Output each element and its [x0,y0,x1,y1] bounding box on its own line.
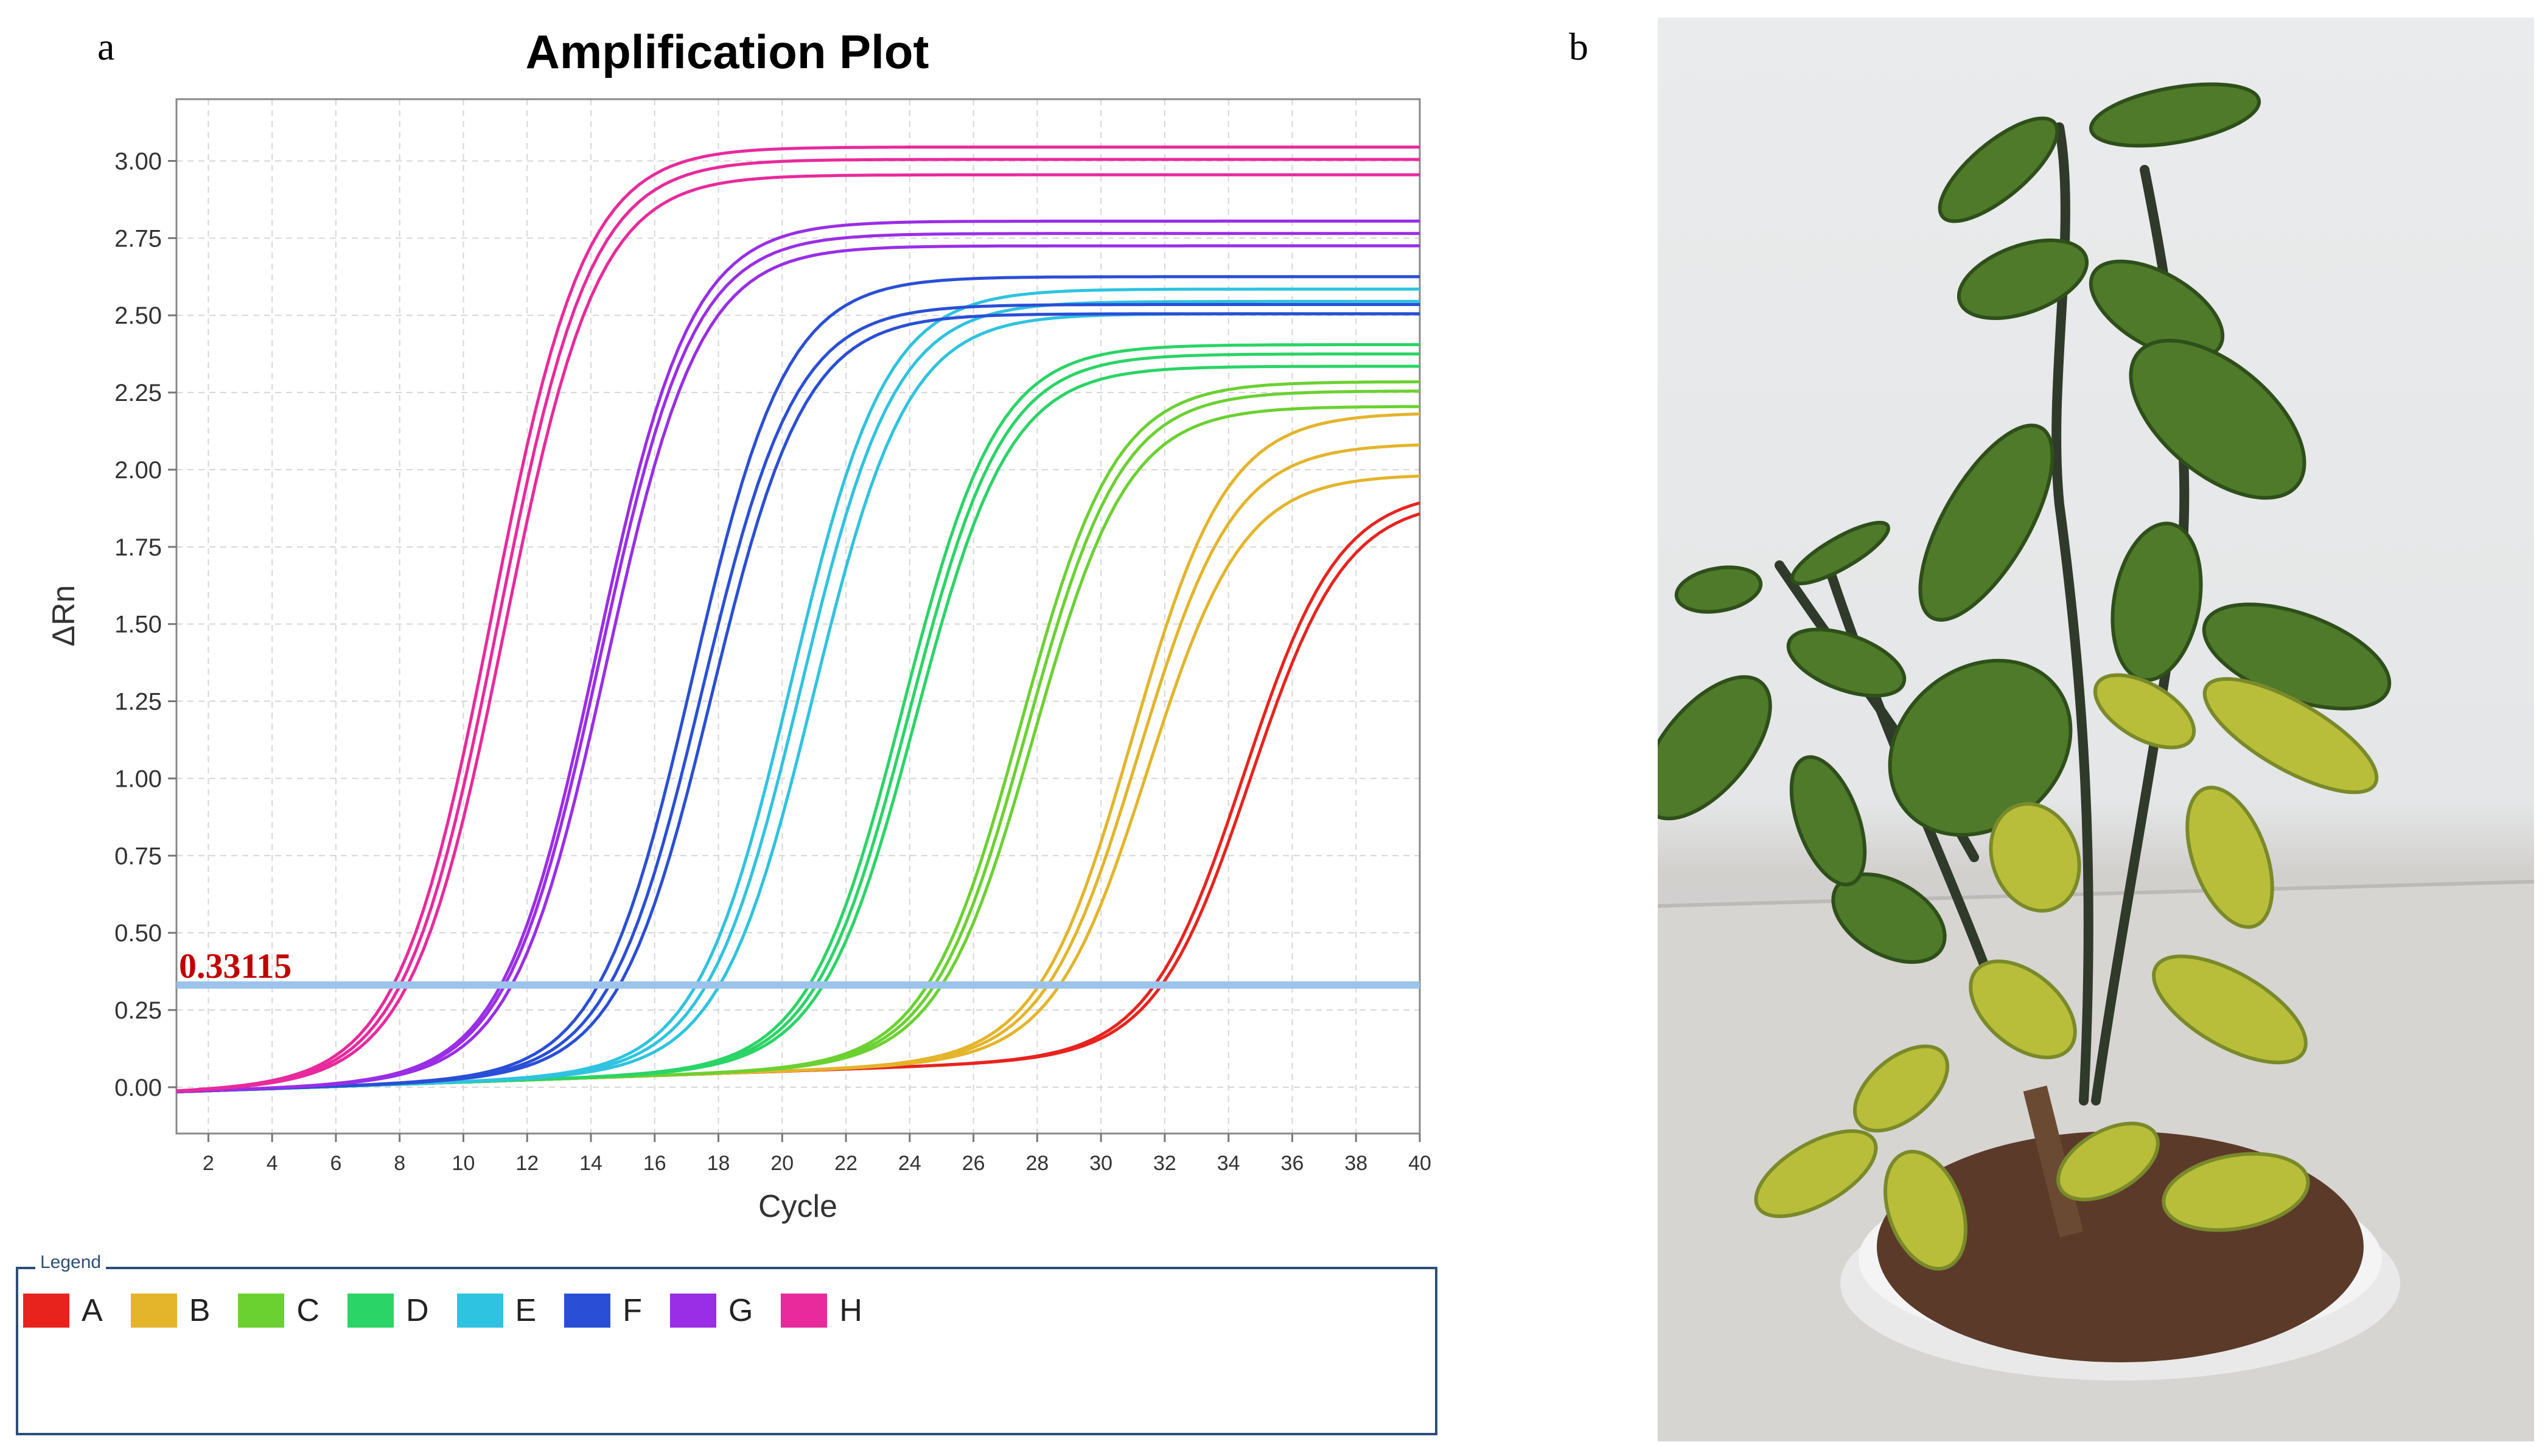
panel-label-a: a [97,25,115,68]
x-tick-label: 2 [203,1152,214,1175]
legend-label: C [296,1293,319,1328]
legend-item-C[interactable]: C [238,1292,319,1329]
x-tick-label: 16 [643,1152,666,1175]
y-tick-label: 1.50 [114,611,162,638]
legend-label: H [839,1293,862,1328]
x-tick-label: 40 [1408,1152,1431,1175]
series-line-D [176,352,1420,1093]
series-line-E [176,287,1420,1093]
x-tick-label: 14 [579,1152,602,1175]
x-tick-label: 4 [267,1152,278,1175]
y-tick-label: 0.25 [114,997,162,1024]
series-line-F [176,312,1420,1093]
y-tick-label: 0.75 [114,843,162,869]
y-tick-label: 1.75 [114,534,162,561]
series-lines [176,145,1420,1093]
legend-label: B [189,1293,211,1328]
series-line-C [176,405,1420,1093]
y-tick-label: 0.00 [114,1075,162,1101]
x-tick-label: 28 [1025,1152,1049,1175]
y-tick-label: 0.50 [114,920,162,947]
legend-label: A [82,1293,103,1328]
x-tick-label: 20 [770,1152,794,1175]
x-tick-label: 30 [1089,1152,1112,1175]
x-tick-label: 6 [330,1152,341,1175]
chart-title: Amplification Plot [526,25,929,78]
panel-label-b: b [1569,25,1588,68]
x-tick-label: 8 [394,1152,405,1175]
x-tick-label: 26 [962,1152,985,1175]
y-tick-label: 2.50 [114,302,162,329]
series-line-D [176,343,1420,1093]
x-tick-label: 22 [834,1152,857,1175]
axis-ticks: 2 4 6 8 10 12 14 16 18 20 22 24 26 28 30 32 34 36 38 400.00… [114,148,1431,1175]
legend-item-G[interactable]: G [669,1292,753,1329]
legend-swatch [23,1294,69,1328]
x-tick-label: 32 [1153,1152,1176,1175]
legend-swatch [347,1294,394,1328]
y-tick-label: 3.00 [114,148,162,175]
y-axis-label: ΔRn [46,585,82,646]
x-tick-label: 34 [1217,1152,1240,1175]
series-line-H [176,173,1420,1093]
legend-swatch [130,1294,177,1328]
y-tick-label: 2.75 [114,225,162,252]
y-tick-label: 1.00 [114,765,162,792]
series-line-G [176,232,1420,1093]
x-tick-label: 38 [1344,1152,1367,1175]
legend-item-D[interactable]: D [347,1292,429,1329]
x-axis-label: Cycle [758,1189,837,1224]
legend-item-B[interactable]: B [130,1292,211,1329]
legend-items: A B C D E F G H [23,1292,890,1329]
legend-label: F [623,1293,642,1328]
legend-label: G [728,1293,753,1328]
grid [176,99,1420,1134]
plant-photo [1658,18,2534,1441]
x-tick-label: 12 [515,1152,539,1175]
legend-swatch [781,1294,828,1328]
y-tick-label: 1.25 [114,689,162,716]
y-tick-label: 2.25 [114,380,162,406]
legend-label: D [405,1293,429,1328]
x-tick-label: 10 [452,1152,475,1175]
series-line-H [176,158,1420,1093]
threshold-label: 0.33115 [179,946,292,986]
legend-swatch [669,1294,716,1328]
legend-swatch [564,1294,611,1328]
plot-frame [175,98,1421,1135]
legend-item-A[interactable]: A [23,1292,103,1329]
legend-item-E[interactable]: E [456,1292,537,1329]
legend-item-H[interactable]: H [781,1292,862,1329]
legend-swatch [456,1294,503,1328]
legend-item-F[interactable]: F [564,1292,642,1329]
legend-swatch [238,1294,285,1328]
series-line-B [176,443,1420,1093]
series-line-H [176,145,1420,1093]
amplification-chart: Amplification Plot 2 4 6 8 10 12 14 16 18 20 22 24 2… [46,25,1431,1224]
x-tick-label: 24 [898,1152,921,1175]
legend-box [16,1267,1437,1435]
y-tick-label: 2.00 [114,457,162,484]
legend-title: Legend [35,1252,106,1273]
x-tick-label: 36 [1281,1152,1304,1175]
series-line-G [176,244,1420,1093]
legend-label: E [515,1293,537,1328]
x-tick-label: 18 [707,1152,730,1175]
